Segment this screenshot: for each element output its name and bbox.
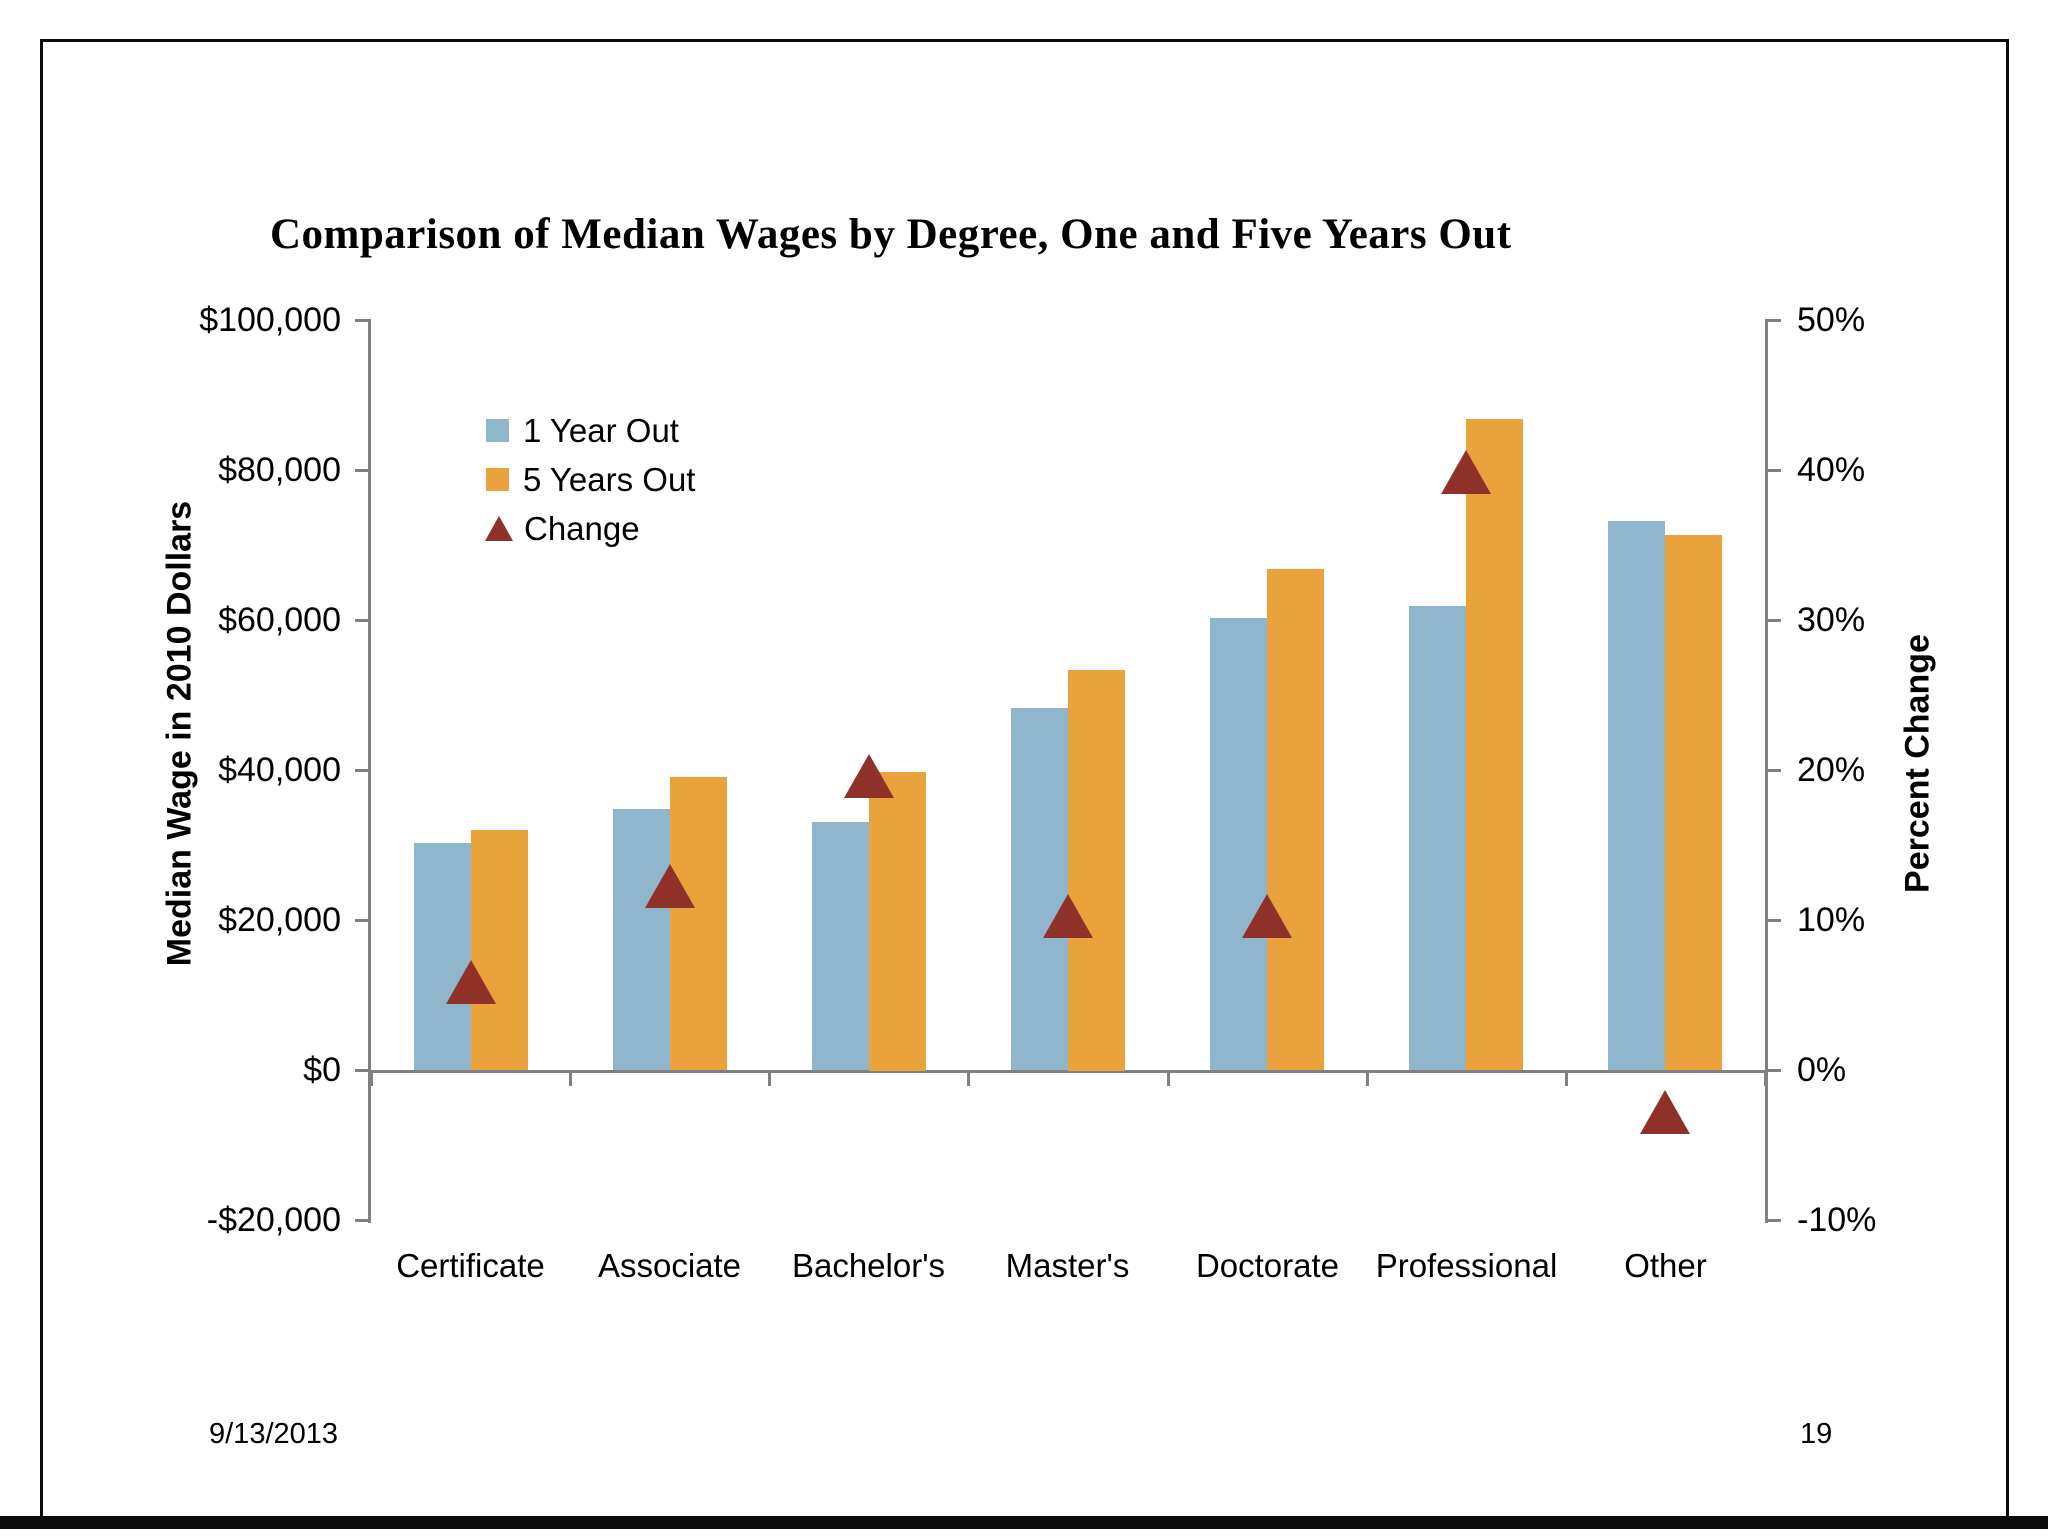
- left-axis-tick-label: $60,000: [218, 601, 341, 639]
- legend-item-5-years-out: 5 Years Out: [486, 455, 695, 504]
- right-axis-line: [1765, 319, 1768, 1223]
- right-axis-tick-label: -10%: [1797, 1201, 1877, 1239]
- category-label-certificate: Certificate: [396, 1247, 545, 1284]
- bar-1-year-out-associate: [613, 809, 670, 1070]
- right-axis-tick: [1768, 619, 1781, 622]
- change-marker-other: [1640, 1090, 1690, 1134]
- x-axis-tick: [1366, 1073, 1369, 1086]
- left-axis-tick-label: $40,000: [218, 751, 341, 789]
- x-axis-line: [368, 1070, 1768, 1073]
- change-marker-certificate: [446, 960, 496, 1004]
- left-axis-tick-label: $80,000: [218, 451, 341, 489]
- right-axis-tick: [1768, 469, 1781, 472]
- x-axis-tick: [768, 1073, 771, 1086]
- x-axis-tick: [967, 1073, 970, 1086]
- legend-swatch-5-years-out: [486, 468, 509, 491]
- right-axis-tick-label: 30%: [1797, 601, 1866, 639]
- right-axis-tick-label: 10%: [1797, 901, 1866, 939]
- legend-item-change: Change: [485, 504, 695, 553]
- right-axis-tick-label: 50%: [1797, 301, 1866, 339]
- left-axis-tick-label: $20,000: [218, 901, 341, 939]
- left-axis-tick: [355, 1219, 368, 1222]
- left-axis-line: [368, 319, 371, 1223]
- category-label-associate: Associate: [597, 1247, 742, 1284]
- bar-5-years-out-other: [1665, 535, 1722, 1070]
- bar-5-years-out-bachelor-s: [869, 772, 926, 1071]
- bar-1-year-out-doctorate: [1210, 618, 1267, 1070]
- legend-label: Change: [524, 510, 640, 547]
- right-axis-tick: [1768, 769, 1781, 772]
- change-marker-doctorate: [1242, 894, 1292, 938]
- bar-5-years-out-certificate: [471, 830, 528, 1070]
- category-label-doctorate: Doctorate: [1195, 1247, 1340, 1284]
- right-axis-tick: [1768, 1219, 1781, 1222]
- bar-1-year-out-professional: [1409, 606, 1466, 1070]
- bar-1-year-out-certificate: [414, 843, 471, 1070]
- legend-label: 5 Years Out: [523, 461, 696, 498]
- x-axis-tick: [569, 1073, 572, 1086]
- bar-1-year-out-other: [1608, 521, 1665, 1070]
- left-axis-tick-label: -$20,000: [206, 1201, 341, 1239]
- legend-swatch-1-year-out: [486, 419, 509, 442]
- left-axis-title: Median Wage in 2010 Dollars: [160, 500, 199, 967]
- legend-label: 1 Year Out: [523, 412, 679, 449]
- right-axis-tick: [1768, 919, 1781, 922]
- legend: 1 Year Out 5 Years Out Change: [485, 406, 695, 553]
- left-axis-tick: [355, 919, 368, 922]
- change-marker-bachelor-s: [844, 754, 894, 798]
- change-marker-master-s: [1043, 894, 1093, 938]
- left-axis-tick: [355, 319, 368, 322]
- left-axis-tick: [355, 619, 368, 622]
- left-axis-tick-label: $100,000: [199, 301, 341, 339]
- bar-5-years-out-professional: [1466, 419, 1523, 1070]
- left-axis-tick-label: $0: [303, 1051, 341, 1089]
- bar-1-year-out-bachelor-s: [812, 822, 869, 1070]
- right-axis-tick-label: 0%: [1797, 1051, 1847, 1089]
- category-label-professional: Professional: [1375, 1247, 1558, 1284]
- bar-5-years-out-doctorate: [1267, 569, 1324, 1070]
- legend-item-1-year-out: 1 Year Out: [486, 406, 695, 455]
- category-label-bachelor-s: Bachelor's: [791, 1247, 946, 1284]
- left-axis-tick: [355, 469, 368, 472]
- footer-page-number: 19: [1800, 1418, 1833, 1450]
- legend-triangle-icon: [485, 516, 513, 541]
- category-label-other: Other: [1624, 1247, 1707, 1284]
- change-marker-professional: [1441, 450, 1491, 494]
- right-axis-tick-label: 40%: [1797, 451, 1866, 489]
- x-axis-tick: [1764, 1073, 1767, 1086]
- x-axis-tick: [1565, 1073, 1568, 1086]
- left-axis-tick: [355, 1069, 368, 1072]
- right-axis-tick: [1768, 319, 1781, 322]
- left-axis-tick: [355, 769, 368, 772]
- change-marker-associate: [645, 864, 695, 908]
- chart-title: Comparison of Median Wages by Degree, On…: [270, 211, 1512, 258]
- bar-5-years-out-associate: [670, 777, 727, 1070]
- x-axis-tick: [370, 1073, 373, 1086]
- x-axis-tick: [1167, 1073, 1170, 1086]
- bottom-edge-bar: [0, 1516, 2048, 1529]
- bar-5-years-out-master-s: [1068, 670, 1125, 1071]
- right-axis-tick-label: 20%: [1797, 751, 1866, 789]
- footer-date: 9/13/2013: [209, 1418, 339, 1450]
- bar-1-year-out-master-s: [1011, 708, 1068, 1070]
- right-axis-tick: [1768, 1069, 1781, 1072]
- category-label-master-s: Master's: [1005, 1247, 1130, 1284]
